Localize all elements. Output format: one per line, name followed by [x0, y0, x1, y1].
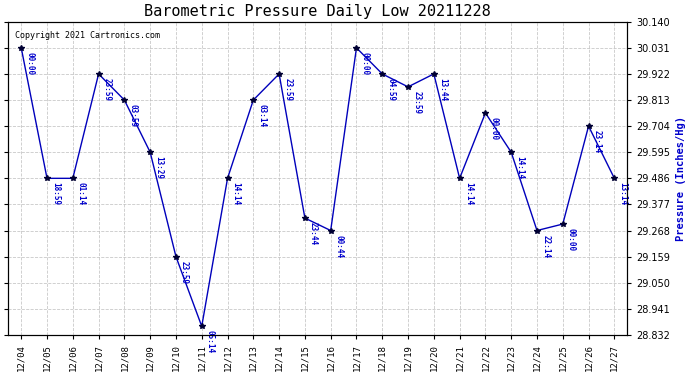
Text: 03:59: 03:59 [128, 104, 137, 128]
Text: 00:00: 00:00 [490, 117, 499, 140]
Text: 05:14: 05:14 [206, 330, 215, 354]
Text: 01:14: 01:14 [77, 183, 86, 206]
Y-axis label: Pressure (Inches/Hg): Pressure (Inches/Hg) [676, 116, 686, 241]
Text: 23:59: 23:59 [180, 261, 189, 284]
Text: 04:59: 04:59 [386, 78, 395, 101]
Text: 00:00: 00:00 [26, 52, 34, 75]
Text: 03:14: 03:14 [257, 104, 266, 128]
Text: 14:14: 14:14 [464, 183, 473, 206]
Text: 23:14: 23:14 [593, 130, 602, 153]
Text: 22:14: 22:14 [541, 235, 550, 258]
Text: 13:14: 13:14 [618, 183, 627, 206]
Text: 23:44: 23:44 [309, 222, 318, 245]
Text: 14:14: 14:14 [515, 156, 524, 180]
Text: 23:59: 23:59 [284, 78, 293, 101]
Text: 23:59: 23:59 [412, 91, 421, 114]
Title: Barometric Pressure Daily Low 20211228: Barometric Pressure Daily Low 20211228 [144, 4, 491, 19]
Text: 18:59: 18:59 [51, 183, 60, 206]
Text: 00:00: 00:00 [567, 228, 576, 251]
Text: 13:29: 13:29 [155, 156, 164, 180]
Text: 00:44: 00:44 [335, 235, 344, 258]
Text: 23:59: 23:59 [103, 78, 112, 101]
Text: Copyright 2021 Cartronics.com: Copyright 2021 Cartronics.com [14, 31, 159, 40]
Text: 14:14: 14:14 [232, 183, 241, 206]
Text: 13:44: 13:44 [438, 78, 447, 101]
Text: 00:00: 00:00 [361, 52, 370, 75]
